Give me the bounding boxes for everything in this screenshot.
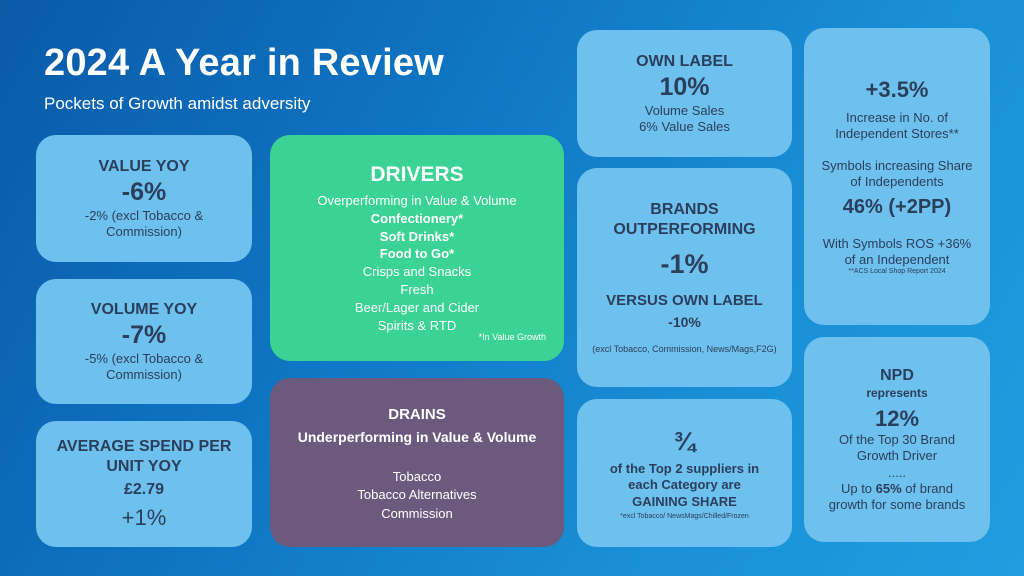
independents-line-1: Increase in No. of [846, 109, 948, 125]
own-label-line-1: Volume Sales [644, 102, 725, 118]
drains-item: Tobacco Alternatives [357, 487, 477, 503]
npd-line-3: Up to 65% of brand [841, 481, 953, 497]
page-title: 2024 A Year in Review [44, 42, 444, 84]
drains-card: DRAINS Underperforming in Value & Volume… [270, 378, 564, 547]
brands-heading-1: BRANDS [650, 200, 719, 218]
npd-value: 12% [874, 405, 920, 431]
avg-spend-card: AVERAGE SPEND PER UNIT YOY £2.79 +1% [36, 421, 252, 547]
avg-spend-heading-2: UNIT YOY [106, 457, 182, 475]
drivers-item: Soft Drinks* [379, 228, 455, 244]
own-label-heading: OWN LABEL [636, 52, 733, 70]
brands-heading-2: OUTPERFORMING [613, 220, 756, 238]
avg-spend-change: +1% [121, 504, 167, 530]
volume-yoy-value: -7% [121, 320, 167, 349]
independents-card: +3.5% Increase in No. of Independent Sto… [804, 28, 990, 325]
own-label-card: OWN LABEL 10% Volume Sales 6% Value Sale… [577, 30, 792, 157]
drivers-card: DRIVERS Overperforming in Value & Volume… [270, 135, 564, 361]
volume-yoy-note-2: Commission) [106, 367, 182, 383]
drivers-item: Confectionery* [370, 210, 464, 226]
own-label-line-2: 6% Value Sales [639, 119, 730, 135]
drivers-item: Fresh [400, 281, 434, 297]
symbols-line-1: Symbols increasing Share [821, 158, 973, 174]
own-label-value: 10% [659, 72, 710, 101]
drains-item: Commission [381, 505, 453, 521]
brands-value: -1% [660, 248, 709, 279]
volume-yoy-heading: VOLUME YOY [90, 300, 198, 318]
drivers-item: Crisps and Snacks [362, 264, 472, 280]
drivers-item: Spirits & RTD [377, 317, 457, 333]
npd-line-2: Growth Driver [856, 448, 938, 464]
value-yoy-card: VALUE YOY -6% -2% (excl Tobacco & Commis… [36, 135, 252, 262]
npd-line-1: Of the Top 30 Brand [838, 432, 956, 448]
brands-versus-value: -10% [668, 314, 701, 331]
top-suppliers-card: ¾ of the Top 2 suppliers in each Categor… [577, 399, 792, 547]
top-suppliers-value: ¾ [673, 425, 696, 456]
brands-card: BRANDS OUTPERFORMING -1% VERSUS OWN LABE… [577, 168, 792, 387]
npd-line-3-pre: Up to [840, 480, 876, 496]
npd-line-3-bold: 65% [875, 480, 902, 496]
page-subtitle: Pockets of Growth amidst adversity [44, 94, 311, 113]
drivers-subtitle: Overperforming in Value & Volume [317, 192, 517, 208]
avg-spend-amount: £2.79 [123, 480, 165, 498]
npd-represents: represents [866, 385, 928, 400]
npd-card: NPD represents 12% Of the Top 30 Brand G… [804, 337, 990, 542]
value-yoy-heading: VALUE YOY [98, 157, 190, 175]
symbols-share: 46% (+2PP) [842, 195, 952, 218]
drivers-footnote: *In Value Growth [478, 331, 546, 342]
brands-versus: VERSUS OWN LABEL [606, 291, 763, 309]
value-yoy-note-2: Commission) [106, 224, 182, 240]
volume-yoy-card: VOLUME YOY -7% -5% (excl Tobacco & Commi… [36, 279, 252, 404]
independents-line-2: Independent Stores** [835, 125, 959, 141]
npd-line-3-post: of brand [901, 480, 954, 496]
top-suppliers-note: *excl Tobacco/ NewsMags/Chilled/Frozen [620, 512, 749, 520]
drains-item: Tobacco [392, 469, 442, 485]
drains-title: DRAINS [388, 406, 446, 423]
top-suppliers-line-3: GAINING SHARE [632, 493, 737, 509]
ros-line-2: of an Independent [844, 251, 950, 267]
symbols-line-2: of Independents [850, 174, 944, 190]
drivers-title: DRIVERS [370, 162, 464, 186]
volume-yoy-note-1: -5% (excl Tobacco & [84, 350, 204, 366]
drains-subtitle: Underperforming in Value & Volume [297, 428, 537, 445]
npd-line-4: growth for some brands [828, 497, 966, 513]
ros-line-1: With Symbols ROS +36% [822, 235, 972, 251]
value-yoy-value: -6% [121, 177, 167, 206]
top-suppliers-line-1: of the Top 2 suppliers in [609, 461, 760, 476]
avg-spend-heading-1: AVERAGE SPEND PER [56, 437, 232, 455]
value-yoy-note-1: -2% (excl Tobacco & [84, 207, 204, 223]
drivers-item: Food to Go* [379, 246, 455, 262]
npd-dots: ..... [887, 464, 907, 480]
brands-note: (excl Tobacco, Commission, News/Mags,F2G… [592, 343, 777, 354]
top-suppliers-line-2: each Category are [628, 477, 741, 493]
independents-source: **ACS Local Shop Report 2024 [848, 268, 946, 276]
drivers-item: Beer/Lager and Cider [354, 299, 480, 315]
npd-heading: NPD [880, 366, 914, 384]
independents-value: +3.5% [865, 77, 929, 103]
